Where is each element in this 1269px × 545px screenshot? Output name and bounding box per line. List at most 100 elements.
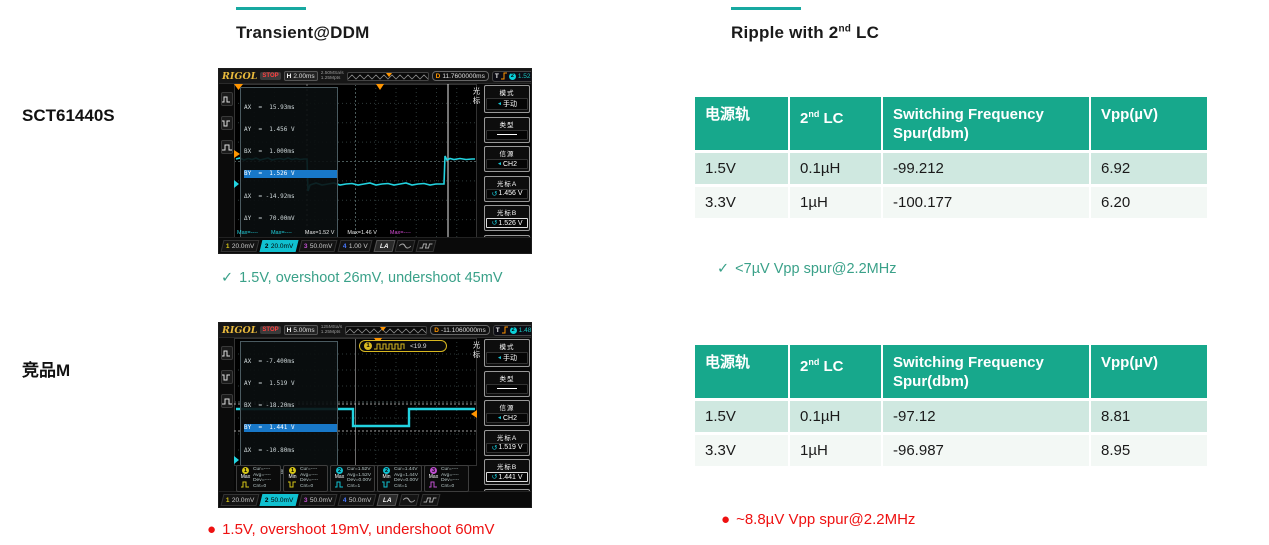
scope1-cursor-measurements: AX = 15.93ms AY = 1.456 V BX = 1.000ms B… xyxy=(240,87,338,253)
pulse-measure-icon[interactable] xyxy=(220,140,233,154)
row-label-sct61440s: SCT61440S xyxy=(22,106,115,125)
annotation-sct-ripple: ✓ <7µV Vpp spur@2.2MHz xyxy=(717,261,896,277)
square-wave-icon[interactable] xyxy=(415,239,437,252)
cell-spur: -99.212 xyxy=(883,153,1091,187)
header-rail: 电源轨 xyxy=(695,345,790,401)
pulse-icon xyxy=(287,481,296,488)
scope1-delay-readout: D 11.7600000ms xyxy=(431,71,489,81)
menu-type-button[interactable]: 类型 xyxy=(484,370,530,397)
max-readout: Max=---- xyxy=(237,230,258,236)
cell-vpp: 8.81 xyxy=(1091,401,1207,435)
pulse-icon xyxy=(334,481,343,488)
trigger-level-value: 1.52 V xyxy=(517,72,531,80)
table-header-row: 电源轨 2nd LC Switching Frequency Spur(dbm)… xyxy=(695,97,1207,153)
cursor-ax: AX = -7.400ms xyxy=(244,357,295,365)
header-vpp: Vpp(µV) xyxy=(1091,97,1207,153)
pulse-measure-icon[interactable] xyxy=(220,92,233,106)
header-2nd-lc: 2nd LC xyxy=(790,345,883,401)
cell-vpp: 8.95 xyxy=(1091,435,1207,469)
scope1-timebase: H 2.00ms xyxy=(283,71,318,81)
max-readout: Max=1.46 V xyxy=(347,230,377,236)
pulse-icon xyxy=(428,481,437,488)
scope2-graticule-area: AX = -7.400ms AY = 1.519 V BX = -18.20ms… xyxy=(234,338,477,507)
cell-lc: 1µH xyxy=(790,187,883,221)
menu-arrow-icon: ◄ xyxy=(497,161,502,167)
cell-rail: 1.5V xyxy=(695,401,790,435)
scope1-sample-rate: 2.50MSa/s 1.25Mpts xyxy=(321,71,344,81)
scope1-waveform-preview xyxy=(346,71,429,81)
row-label-competitor-m: 竞品M xyxy=(22,361,71,380)
cell-lc: 1µH xyxy=(790,435,883,469)
scope2-delay-readout: D -11.1060000ms xyxy=(430,325,490,335)
logic-analyzer-indicator[interactable]: LA xyxy=(376,493,399,506)
pulse-measure-icon[interactable] xyxy=(220,394,233,408)
scope2-sample-rate: 125MSa/s 1.25Mpts xyxy=(321,325,343,335)
stat-box-ch2-max: 2 Max Cur=1.52V Avg=1.52V Dev=0.00V Cnt=1 xyxy=(330,465,375,492)
scope1-graticule-area: AX = 15.93ms AY = 1.456 V BX = 1.000ms B… xyxy=(234,84,477,253)
header-2nd-lc: 2nd LC xyxy=(790,97,883,153)
trigger-slope-icon xyxy=(500,72,507,80)
sine-wave-icon[interactable] xyxy=(398,493,420,506)
cursor-by-highlighted: BY = 1.526 V xyxy=(244,170,337,178)
menu-cursor-a-button[interactable]: 光标A ↺ 1.519 V xyxy=(484,429,530,456)
timebase-label: H xyxy=(286,72,292,80)
channel-4-indicator[interactable]: 4 50.0mV xyxy=(337,493,377,506)
cell-vpp: 6.92 xyxy=(1091,153,1207,187)
trigger-level-value: 1.48 V xyxy=(518,326,532,334)
menu-arrow-icon: ◄ xyxy=(497,355,502,361)
menu-cursor-a-button[interactable]: 光标A ↺ 1.456 V xyxy=(484,175,530,202)
pulse-channel-badge: 1 xyxy=(364,342,372,350)
table-row: 1.5V 0.1µH -97.12 8.81 xyxy=(695,401,1207,435)
max-readout: Max=1.52 V xyxy=(304,230,335,236)
menu-source-button[interactable]: 信源 ◄ CH2 xyxy=(484,146,530,172)
oscilloscope-screenshot-competitor: RIGOL STOP H 5.00ms 125MSa/s 1.25Mpts D -11… xyxy=(218,322,532,508)
logic-analyzer-indicator[interactable]: LA xyxy=(373,239,395,252)
sample-rate: 125MSa/s xyxy=(320,324,343,330)
menu-mode-button[interactable]: 模式 ◄ 手动 xyxy=(484,85,530,113)
channel-3-indicator[interactable]: 3 50.0mV xyxy=(298,239,338,252)
channel-2-indicator-selected[interactable]: 2 20.0mV xyxy=(259,239,299,252)
cell-spur: -96.987 xyxy=(883,435,1091,469)
menu-cursor-b-button[interactable]: 光标B ↺ 1.441 V xyxy=(484,459,530,485)
pulse-measure-icon[interactable] xyxy=(220,116,233,130)
menu-source-button[interactable]: 信源 ◄ CH2 xyxy=(484,400,530,426)
menu-mode-button[interactable]: 模式 ◄ 手动 xyxy=(484,339,530,367)
channel-2-indicator-selected[interactable]: 2 50.0mV xyxy=(259,493,299,506)
preview-zigzag xyxy=(347,72,428,80)
annotation-text: ~8.8µV Vpp spur@2.2MHz xyxy=(736,511,916,528)
scope2-trigger-hint-pill: 1 <19.9 xyxy=(359,340,447,352)
ripple-title-base: Ripple with 2 xyxy=(731,23,839,42)
annotation-competitor-transient: ● 1.5V, overshoot 19mV, undershoot 60mV xyxy=(207,521,494,538)
annotation-competitor-ripple: ● ~8.8µV Vpp spur@2.2MHz xyxy=(721,511,915,528)
square-wave-icon[interactable] xyxy=(419,493,441,506)
check-icon: ✓ xyxy=(221,270,234,286)
cell-vpp: 6.20 xyxy=(1091,187,1207,221)
scope2-stat-boxes: 1 Max Cur=---- Avg=---- Dev=---- Cnt=0 1 Mi… xyxy=(236,465,469,492)
cell-lc: 0.1µH xyxy=(790,401,883,435)
channel-3-indicator[interactable]: 3 50.0mV xyxy=(298,493,338,506)
header-vpp: Vpp(µV) xyxy=(1091,345,1207,401)
scope1-softkey-menu: 模式 ◄ 手动 类型 信源 ◄ CH2 光标A ↺ 1.456 V 光标B ↺ 1.526 V … xyxy=(484,85,530,253)
max-readout: Max=---- xyxy=(270,230,292,236)
channel-1-indicator[interactable]: 1 20.0mV xyxy=(220,493,260,506)
ripple-title-sup: nd xyxy=(838,23,852,35)
channel-1-indicator[interactable]: 1 20.0mV xyxy=(220,239,260,252)
menu-arrow-icon: ◄ xyxy=(497,415,502,421)
sine-wave-icon[interactable] xyxy=(394,239,416,252)
menu-type-button[interactable]: 类型 xyxy=(484,116,530,143)
scope2-status-bar: RIGOL STOP H 5.00ms 125MSa/s 1.25Mpts D -11… xyxy=(219,323,531,338)
pulse-measure-icon[interactable] xyxy=(220,370,233,384)
trigger-label: T xyxy=(495,326,500,334)
cursor-by-highlighted: BY = 1.441 V xyxy=(244,424,337,432)
scope2-trigger-readout: T 2 1.48 V xyxy=(492,324,532,336)
oscilloscope-screenshot-sct: RIGOL STOP H 2.00ms 2.50MSa/s 1.25Mpts D 11… xyxy=(218,68,532,254)
scope2-channel-bar: 1 20.0mV 2 50.0mV 3 50.0mV 4 50.0mV LA xyxy=(219,491,531,507)
menu-cursor-b-button[interactable]: 光标B ↺ 1.526 V xyxy=(484,205,530,231)
cursor-type-line-icon xyxy=(496,133,517,136)
scope1-status-bar: RIGOL STOP H 2.00ms 2.50MSa/s 1.25Mpts D 11… xyxy=(219,69,531,84)
pulse-measure-icon[interactable] xyxy=(220,346,233,360)
trigger-channel-badge: 2 xyxy=(509,326,517,334)
annotation-text: 1.5V, overshoot 19mV, undershoot 60mV xyxy=(222,521,495,538)
delay-value: 11.7600000ms xyxy=(442,72,485,80)
channel-4-indicator[interactable]: 4 1.00 V xyxy=(337,239,374,252)
